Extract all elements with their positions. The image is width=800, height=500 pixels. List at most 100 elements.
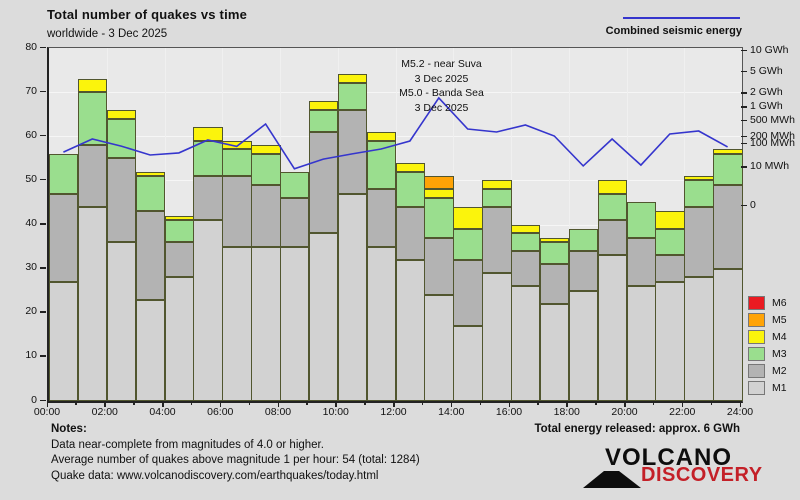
x-tick bbox=[162, 402, 164, 407]
bar-m4-hour-16 bbox=[511, 224, 541, 234]
bar-m3-hour-12 bbox=[395, 171, 425, 207]
bar-m4-hour-17 bbox=[539, 237, 570, 243]
bar-m3-hour-22 bbox=[684, 180, 714, 207]
x-tick bbox=[681, 402, 684, 407]
legend-row-m6: M6 bbox=[748, 294, 787, 311]
bar-m3-hour-17 bbox=[539, 242, 570, 265]
y-tick-label: 30 bbox=[25, 261, 37, 274]
logo-text-discovery: DISCOVERY bbox=[641, 464, 763, 486]
bar-m3-hour-15 bbox=[482, 189, 512, 207]
bar-m1-hour-6 bbox=[222, 246, 252, 401]
x-tick bbox=[652, 402, 655, 405]
bar-m3-hour-9 bbox=[308, 109, 339, 132]
bar-m3-hour-6 bbox=[222, 149, 252, 176]
energy-line bbox=[63, 96, 728, 170]
chart-subtitle: worldwide - 3 Dec 2025 bbox=[47, 28, 168, 40]
bar-m1-hour-4 bbox=[164, 277, 194, 401]
x-tick bbox=[739, 402, 741, 407]
legend-row-m3: M3 bbox=[748, 345, 787, 362]
y-tick-label: 80 bbox=[25, 40, 37, 53]
energy-tick bbox=[741, 49, 747, 51]
energy-line-legend-label: Combined seismic energy bbox=[605, 25, 742, 37]
bar-m1-hour-0 bbox=[49, 281, 79, 401]
y-tick bbox=[40, 267, 46, 269]
energy-tick bbox=[741, 135, 747, 137]
bar-m3-hour-1 bbox=[77, 92, 108, 146]
event-annotation: M5.2 - near Suva 3 Dec 2025 M5.0 - Banda S… bbox=[359, 57, 524, 115]
notes-line: Average number of quakes above magnitude… bbox=[51, 454, 420, 466]
legend-swatch-m6 bbox=[748, 295, 765, 310]
y-tick-label: 10 bbox=[25, 349, 37, 362]
bar-m4-hour-23 bbox=[713, 149, 743, 154]
v-gridline bbox=[568, 48, 570, 401]
x-tick-label: 08:00 bbox=[264, 406, 292, 418]
bar-m2-hour-0 bbox=[49, 193, 79, 282]
bar-m2-hour-7 bbox=[251, 184, 281, 247]
bar-m2-hour-21 bbox=[655, 255, 685, 282]
x-tick-label: 10:00 bbox=[322, 406, 349, 418]
legend-label-m3: M3 bbox=[772, 347, 787, 360]
bar-m2-hour-20 bbox=[626, 237, 656, 287]
x-tick-label: 24:00 bbox=[726, 406, 754, 418]
x-tick bbox=[508, 402, 510, 407]
energy-tick-label: 2 GWh bbox=[750, 86, 783, 99]
y-tick-label: 20 bbox=[25, 305, 37, 318]
x-tick-label: 14:00 bbox=[438, 406, 465, 418]
energy-tick bbox=[741, 166, 747, 168]
y-tick bbox=[40, 311, 46, 313]
x-tick bbox=[104, 402, 106, 407]
x-tick-label: 12:00 bbox=[380, 406, 407, 418]
bars-layer bbox=[49, 48, 743, 401]
bar-m4-hour-11 bbox=[366, 131, 396, 141]
bar-m1-hour-19 bbox=[597, 255, 627, 401]
bar-m4-hour-6 bbox=[222, 140, 252, 150]
legend-label-m4: M4 bbox=[772, 330, 787, 343]
bar-m1-hour-8 bbox=[280, 246, 310, 401]
x-tick bbox=[248, 402, 251, 405]
bar-m3-hour-10 bbox=[337, 83, 368, 110]
y-tick bbox=[40, 178, 46, 181]
bar-m1-hour-20 bbox=[626, 286, 656, 401]
x-tick bbox=[306, 402, 308, 405]
bar-m1-hour-3 bbox=[135, 299, 165, 401]
x-tick bbox=[537, 402, 539, 405]
x-tick bbox=[364, 402, 366, 405]
annotation-line: M5.0 - Banda Sea bbox=[399, 87, 484, 99]
bar-m1-hour-11 bbox=[366, 246, 396, 401]
bar-m3-hour-16 bbox=[511, 233, 541, 251]
plot-area: M5.2 - near Suva 3 Dec 2025 M5.0 - Banda S… bbox=[47, 47, 743, 403]
bar-m2-hour-22 bbox=[684, 206, 714, 278]
x-tick-label: 02:00 bbox=[91, 406, 118, 418]
bar-m3-hour-0 bbox=[49, 153, 79, 194]
bar-m2-hour-8 bbox=[280, 198, 310, 247]
bar-m4-hour-15 bbox=[482, 180, 512, 190]
x-tick-label: 22:00 bbox=[669, 406, 696, 418]
x-tick-label: 06:00 bbox=[207, 406, 234, 418]
x-tick bbox=[46, 402, 48, 407]
bar-m3-hour-7 bbox=[251, 153, 281, 185]
legend-swatch-m1 bbox=[748, 380, 765, 395]
bar-m2-hour-15 bbox=[482, 206, 512, 274]
bar-m3-hour-23 bbox=[713, 153, 743, 185]
legend-label-m5: M5 bbox=[772, 313, 787, 326]
bar-m1-hour-9 bbox=[308, 233, 339, 401]
x-tick bbox=[595, 402, 597, 405]
x-tick bbox=[219, 402, 222, 407]
energy-line-legend-swatch bbox=[623, 17, 740, 19]
magnitude-legend: M6 M5 M4 M3 M2 M1 bbox=[748, 294, 787, 396]
bar-m2-hour-4 bbox=[164, 242, 194, 278]
bar-m4-hour-9 bbox=[308, 100, 339, 110]
y-tick-label: 40 bbox=[25, 217, 37, 229]
bar-m3-hour-19 bbox=[597, 193, 627, 221]
x-tick bbox=[75, 402, 77, 405]
bar-m2-hour-17 bbox=[539, 264, 570, 304]
bar-m2-hour-3 bbox=[135, 211, 165, 300]
bar-m2-hour-19 bbox=[597, 220, 627, 256]
bar-m3-hour-20 bbox=[626, 202, 656, 238]
energy-tick-label: 0 bbox=[750, 198, 756, 211]
energy-tick-label: 100 MWh bbox=[750, 136, 795, 149]
bar-m1-hour-14 bbox=[453, 325, 483, 401]
legend-label-m1: M1 bbox=[772, 381, 787, 394]
energy-tick bbox=[741, 70, 747, 73]
